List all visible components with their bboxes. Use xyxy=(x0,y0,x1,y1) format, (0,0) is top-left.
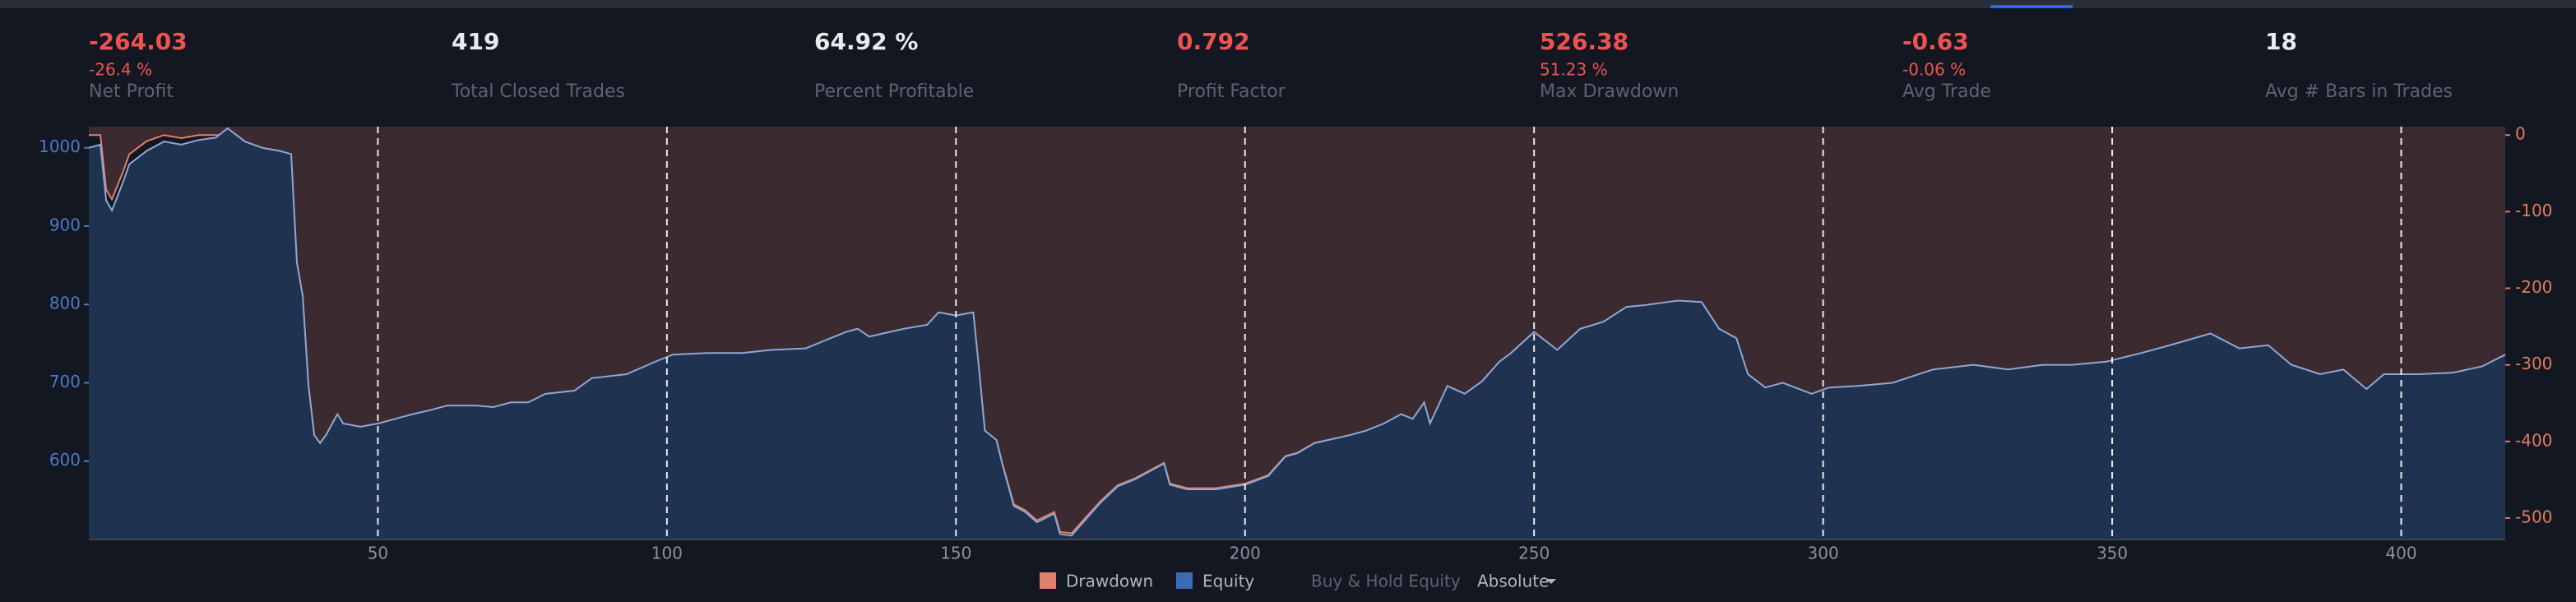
plot: 50 100 150 200 250 300 350 400 600 700 800 900 1000 0… xyxy=(39,124,2552,563)
stat-value: 419 xyxy=(452,28,499,55)
top-bar xyxy=(0,0,2576,8)
stat-value: 0.792 xyxy=(1177,28,1250,55)
stat-label: Max Drawdown xyxy=(1540,81,1679,102)
stat-label: Avg # Bars in Trades xyxy=(2265,81,2453,102)
y2-tick-label: -300 xyxy=(2515,354,2552,373)
x-tick-label: 400 xyxy=(2385,544,2416,563)
y-tick-label: 700 xyxy=(49,372,81,391)
area-fill xyxy=(89,127,2505,539)
stat-label: Avg Trade xyxy=(1902,81,1991,102)
x-tick-label: 200 xyxy=(1230,544,1261,563)
y-tick-label: 600 xyxy=(49,450,81,470)
y2-tick-label: -400 xyxy=(2515,430,2552,450)
stat-value: 526.38 xyxy=(1540,28,1629,55)
stat-label: Profit Factor xyxy=(1177,81,1286,102)
area-fill xyxy=(89,127,2505,534)
x-tick-label: 300 xyxy=(1808,544,1839,563)
x-tick-label: 350 xyxy=(2096,544,2128,563)
x-tick-label: 250 xyxy=(1518,544,1550,563)
y-tick-label: 1000 xyxy=(39,137,81,156)
y2-tick-label: 0 xyxy=(2515,124,2526,144)
y2-tick-label: -200 xyxy=(2515,277,2552,297)
legend: Drawdown Equity Buy & Hold Equity Absolu… xyxy=(1040,572,1556,591)
legend-swatch xyxy=(1040,572,1056,589)
y2-tick-label: -100 xyxy=(2515,201,2552,220)
series-line xyxy=(88,127,2506,537)
x-tick-label: 50 xyxy=(368,544,388,563)
x-tick-label: 150 xyxy=(940,544,971,563)
stat-sub: -0.06 % xyxy=(1902,60,1966,80)
legend-label[interactable]: Equity xyxy=(1202,572,1254,591)
y-tick-label: 900 xyxy=(49,215,81,234)
mode-dropdown[interactable]: Absolute xyxy=(1477,572,1549,591)
legend-swatch xyxy=(1176,572,1193,589)
stat-sub: 51.23 % xyxy=(1540,60,1608,80)
stat-label: Net Profit xyxy=(89,81,174,102)
dropdown-caret xyxy=(1546,579,1556,584)
stat-sub: -26.4 % xyxy=(89,60,152,80)
legend-label[interactable]: Drawdown xyxy=(1066,572,1153,591)
stat-value: 64.92 % xyxy=(814,28,918,55)
stat-label: Percent Profitable xyxy=(814,81,974,102)
stat-value: 18 xyxy=(2265,28,2297,55)
y2-tick-label: -500 xyxy=(2515,507,2552,526)
x-tick-label: 100 xyxy=(651,544,683,563)
y-tick-label: 800 xyxy=(49,294,81,313)
stat-value: -264.03 xyxy=(89,28,188,55)
stats-row: -264.03 -26.4 %Net Profit 419 Total Closed … xyxy=(89,28,2453,102)
stat-label: Total Closed Trades xyxy=(451,81,625,102)
stat-value: -0.63 xyxy=(1902,28,1969,55)
tab-indicator xyxy=(1990,5,2073,8)
legend-label[interactable]: Buy & Hold Equity xyxy=(1311,572,1461,591)
